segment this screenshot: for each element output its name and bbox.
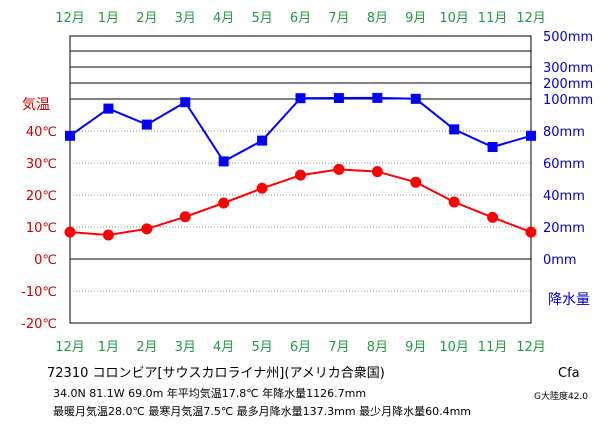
station-name: 72310 コロンビア[サウスカロライナ州](アメリカ合衆国) <box>47 366 385 381</box>
temperature-point <box>179 211 191 223</box>
continentality-index: G大陸度42.0 <box>534 392 589 402</box>
precipitation-point <box>487 142 498 152</box>
precipitation-tick-label: 300mm <box>543 61 593 76</box>
precipitation-tick-label: 500mm <box>543 30 593 45</box>
month-label-top: 11月 <box>478 11 508 26</box>
month-label-bottom: 5月 <box>251 340 272 355</box>
station-stats-line-1: 34.0N 81.1W 69.0m 年平均気温17.8℃ 年降水量1126.7m… <box>53 387 367 400</box>
temperature-tick-label: -10℃ <box>21 285 57 300</box>
temperature-point <box>256 182 268 194</box>
plot-frame <box>69 35 532 324</box>
temperature-point <box>333 163 345 175</box>
temperature-point <box>64 226 76 238</box>
precipitation-point <box>410 93 421 104</box>
month-label-top: 12月 <box>55 11 85 26</box>
temperature-point <box>371 166 383 178</box>
precipitation-point <box>526 130 536 141</box>
month-label-top: 12月 <box>516 11 546 26</box>
precipitation-point <box>141 119 152 130</box>
temperature-axis-title: 気温 <box>22 97 50 113</box>
precipitation-point <box>372 92 383 103</box>
temperature-point <box>218 197 230 209</box>
month-labels-bottom: 12月 1月 2月 3月 4月 5月 6月 7月 8月 9月 10月 11月 12月 <box>55 340 546 355</box>
month-label-top: 8月 <box>367 11 388 26</box>
month-label-bottom: 7月 <box>328 340 349 355</box>
month-label-bottom: 4月 <box>213 340 234 355</box>
precipitation-tick-label: 200mm <box>543 77 593 92</box>
precipitation-tick-label: 20mm <box>543 221 585 236</box>
precipitation-point <box>103 103 114 114</box>
temperature-point <box>102 229 114 241</box>
precipitation-tick-label: 60mm <box>543 157 585 172</box>
month-label-bottom: 10月 <box>439 340 469 355</box>
temperature-tick-label: 10℃ <box>26 221 57 236</box>
month-label-top: 2月 <box>136 11 157 26</box>
temperature-point <box>487 211 499 223</box>
temperature-tick-label: 20℃ <box>26 189 57 204</box>
koppen-climate-code: Cfa <box>558 366 580 381</box>
month-label-bottom: 6月 <box>290 340 311 355</box>
precipitation-point <box>333 93 344 104</box>
month-label-bottom: 12月 <box>55 340 85 355</box>
precipitation-point <box>257 135 268 146</box>
temperature-axis: 気温 40℃ 30℃ 20℃ 10℃ 0℃ -10℃ -20℃ <box>21 97 57 332</box>
month-label-top: 5月 <box>251 11 272 26</box>
month-label-bottom: 9月 <box>405 340 426 355</box>
precipitation-line <box>69 96 532 163</box>
precipitation-point <box>295 93 306 104</box>
temperature-point <box>525 226 537 238</box>
month-label-top: 3月 <box>175 11 196 26</box>
precipitation-series <box>65 92 536 167</box>
temperature-tick-label: 40℃ <box>26 125 57 140</box>
month-label-bottom: 8月 <box>367 340 388 355</box>
precipitation-point <box>65 130 75 141</box>
temperature-point <box>295 169 306 181</box>
climate-chart: 12月 1月 2月 3月 4月 5月 6月 7月 8月 9月 10月 11月 12月 12月 1月 2月 3月… <box>21 11 593 355</box>
month-label-bottom: 3月 <box>175 340 196 355</box>
temperature-tick-label: 30℃ <box>26 157 57 172</box>
month-label-top: 10月 <box>439 11 469 26</box>
month-label-top: 7月 <box>328 11 349 26</box>
month-label-bottom: 11月 <box>478 340 508 355</box>
precipitation-tick-label: 80mm <box>543 125 585 140</box>
precipitation-point <box>449 124 460 135</box>
month-label-top: 6月 <box>290 11 311 26</box>
precipitation-tick-label: 40mm <box>543 189 585 204</box>
precipitation-point <box>218 156 229 167</box>
temperature-point <box>141 223 153 235</box>
month-label-bottom: 2月 <box>136 340 157 355</box>
month-label-top: 9月 <box>405 11 426 26</box>
precipitation-tick-label: 0mm <box>543 253 577 268</box>
temperature-tick-label: -20℃ <box>21 317 57 332</box>
month-label-top: 1月 <box>98 11 119 26</box>
precipitation-axis-title: 降水量 <box>548 292 590 308</box>
month-label-bottom: 12月 <box>516 340 546 355</box>
month-label-bottom: 1月 <box>98 340 119 355</box>
station-stats-line-2: 最暖月気温28.0℃ 最寒月気温7.5℃ 最多月降水量137.3mm 最少月降水… <box>53 405 472 418</box>
precipitation-tick-label: 100mm <box>543 93 593 108</box>
month-label-top: 4月 <box>213 11 234 26</box>
temperature-series <box>64 163 537 241</box>
temperature-point <box>448 196 460 208</box>
precipitation-point <box>180 97 191 108</box>
month-labels-top: 12月 1月 2月 3月 4月 5月 6月 7月 8月 9月 10月 11月 12月 <box>55 11 546 26</box>
temperature-tick-label: 0℃ <box>34 253 57 268</box>
temperature-point <box>410 176 422 188</box>
